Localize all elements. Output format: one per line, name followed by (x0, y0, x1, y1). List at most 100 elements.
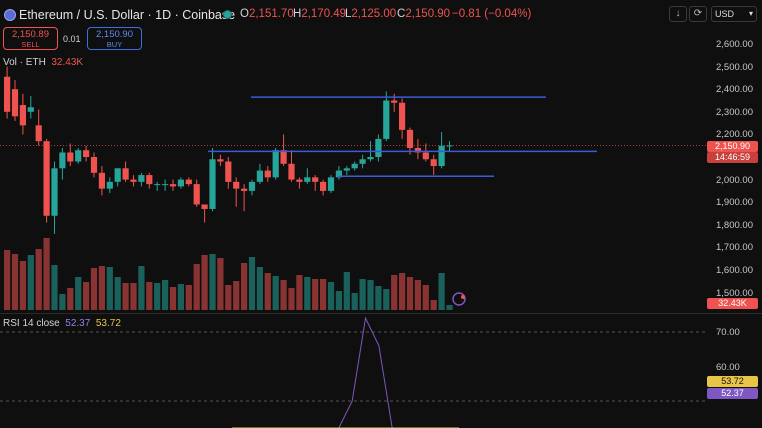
rsi-ma-tag: 53.72 (707, 376, 758, 387)
candle-body (122, 168, 129, 180)
buy-label: BUY (106, 40, 123, 49)
sell-price: 2,150.89 (12, 29, 49, 40)
volume-bar (446, 305, 453, 310)
volume-bar (154, 283, 161, 310)
candle-body (264, 170, 271, 178)
market-status-icon[interactable] (223, 10, 232, 19)
candle-body (335, 170, 342, 178)
candle-body (430, 159, 437, 167)
candle-body (146, 175, 153, 185)
price-axis-label: 2,500.00 (716, 61, 753, 73)
volume-bar (67, 288, 74, 310)
candle-body (375, 138, 382, 157)
price-axis-label: 1,700.00 (716, 242, 753, 254)
currency-select[interactable]: USD ▾ (711, 6, 757, 22)
candle-body (343, 168, 350, 171)
volume-bar (288, 288, 295, 310)
candle-body (248, 181, 256, 191)
volume-bar (225, 285, 232, 310)
volume-bar (320, 279, 327, 310)
candle-body (288, 163, 295, 180)
candle-body (272, 150, 279, 178)
volume-bar (335, 291, 342, 310)
spread-value: 0.01 (63, 34, 81, 44)
candle-body (414, 147, 421, 153)
candle-body (98, 172, 105, 189)
candle-body (438, 145, 445, 167)
volume-bar (414, 280, 421, 310)
rsi-axis-70: 70.00 (716, 327, 740, 338)
candle-body (106, 181, 113, 189)
candle-body (177, 179, 184, 187)
candle-body (35, 125, 42, 142)
volume-bar (43, 238, 50, 310)
volume-bar (264, 273, 271, 310)
volume-bar (27, 255, 34, 310)
candle-body (406, 129, 414, 148)
high-value: H2,170.49 (293, 8, 347, 20)
volume-bar (19, 261, 26, 310)
candle-body (27, 107, 34, 112)
volume-bar (296, 275, 303, 310)
volume-bar (51, 265, 58, 310)
open-value: O2,151.70 (240, 8, 294, 20)
volume-bar (193, 264, 200, 310)
price-axis-label: 2,300.00 (716, 106, 753, 118)
rsi-tag: 52.37 (707, 388, 758, 399)
candle-body (67, 152, 74, 162)
volume-bar (312, 279, 319, 310)
sell-button[interactable]: 2,150.89 SELL (3, 27, 58, 50)
volume-bar (11, 254, 19, 310)
candle-body (154, 184, 161, 186)
volume-bar (209, 254, 216, 310)
candle-body (90, 157, 98, 173)
rsi-line (232, 316, 459, 428)
candle-body (114, 168, 121, 182)
candle-body (233, 181, 240, 189)
candle-body (446, 145, 453, 147)
price-axis-label: 1,900.00 (716, 197, 753, 209)
volume-bar (217, 258, 224, 310)
rsi-legend[interactable]: RSI 14 close 52.37 53.72 (3, 318, 121, 329)
candle-body (75, 150, 82, 162)
candle-body (312, 177, 319, 182)
volume-bar (59, 294, 66, 310)
volume-bar (359, 279, 366, 310)
candle-body (138, 175, 145, 182)
buy-button[interactable]: 2,150.90 BUY (87, 27, 142, 50)
refresh-icon[interactable]: ⟳ (689, 6, 707, 22)
volume-bar (351, 293, 358, 310)
current-price-tag: 2,150.90 (707, 141, 758, 152)
event-marker-icon (452, 292, 466, 306)
volume-bar (83, 282, 90, 310)
volume-bar (383, 289, 390, 310)
candle-body (296, 179, 303, 182)
volume-legend[interactable]: Vol · ETH 32.43K (3, 57, 84, 68)
candle-body (193, 184, 200, 205)
candle-body (59, 152, 66, 169)
candle-body (225, 161, 232, 182)
volume-bar (233, 281, 240, 310)
candle-body (11, 89, 19, 117)
candle-body (391, 100, 398, 103)
volume-bar (35, 249, 42, 310)
volume-bar (177, 284, 184, 310)
candle-body (320, 181, 327, 191)
candle-body (43, 141, 50, 216)
candle-body (83, 150, 90, 157)
pane-divider[interactable] (0, 313, 762, 314)
volume-bar (430, 300, 437, 310)
download-icon[interactable]: ↓ (669, 6, 687, 22)
volume-bar (399, 273, 406, 310)
symbol-title[interactable]: Ethereum / U.S. Dollar · 1D · Coinbase (19, 8, 236, 22)
candle-body (209, 159, 216, 209)
sell-label: SELL (21, 40, 40, 49)
candle-body (185, 179, 192, 185)
volume-bar (98, 266, 105, 310)
price-axis-label: 2,600.00 (716, 39, 753, 50)
volume-bar (367, 280, 374, 310)
candle-body (241, 188, 248, 191)
volume-bar (241, 263, 248, 310)
candle-body (130, 179, 137, 182)
